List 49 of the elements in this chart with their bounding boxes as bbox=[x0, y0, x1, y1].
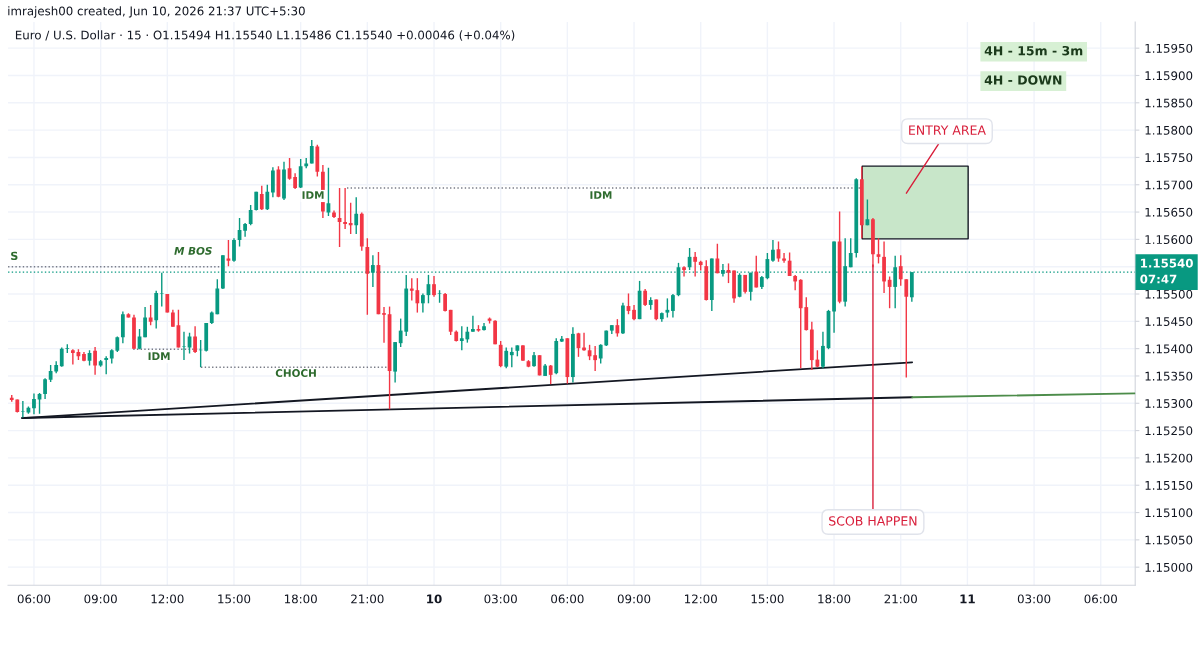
x-tick-label: 06:00 bbox=[17, 594, 51, 604]
y-tick-label: 1.15850 bbox=[1145, 98, 1193, 108]
y-tick-label: 1.15300 bbox=[1145, 399, 1193, 408]
x-tick-label: 03:00 bbox=[484, 594, 517, 604]
y-tick-label: 1.15650 bbox=[1145, 207, 1193, 217]
y-tick-label: 1.15100 bbox=[1145, 508, 1193, 518]
y-tick-label: 1.15250 bbox=[1145, 426, 1193, 436]
x-tick-label: 11 bbox=[960, 594, 975, 604]
y-tick-label: 1.15500 bbox=[1145, 289, 1193, 299]
x-tick-label: 06:00 bbox=[1084, 594, 1117, 604]
y-tick-label: 1.15400 bbox=[1145, 344, 1193, 354]
y-tick-label: 1.15600 bbox=[1145, 235, 1193, 245]
y-tick-label: 1.15450 bbox=[1145, 317, 1193, 326]
annotation: 4H - 15m - 3m bbox=[984, 45, 1083, 56]
annotation: CHOCH bbox=[275, 369, 316, 377]
x-tick-label: 09:00 bbox=[84, 594, 117, 604]
annotation: ENTRY AREA bbox=[909, 125, 986, 135]
chart-subtitle: imrajesh00 created, Jun 10, 2026 21:37 UTC+5:30 bbox=[8, 6, 305, 18]
annotation: SCOB HAPPEN bbox=[829, 516, 917, 526]
x-tick-label: 21:00 bbox=[351, 594, 384, 604]
x-tick-label: 09:00 bbox=[617, 594, 651, 604]
x-tick-label: 06:00 bbox=[551, 594, 584, 604]
y-tick-label: 1.15150 bbox=[1145, 480, 1193, 490]
x-tick-label: 15:00 bbox=[218, 594, 251, 604]
x-tick-label: 03:00 bbox=[1017, 594, 1051, 604]
x-tick-label: 18:00 bbox=[818, 594, 851, 604]
annotation: IDM bbox=[148, 352, 170, 360]
x-tick-label: 12:00 bbox=[151, 594, 184, 604]
y-tick-label: 1.15000 bbox=[1145, 562, 1193, 572]
x-tick-label: 10 bbox=[427, 594, 442, 604]
x-tick-label: 15:00 bbox=[751, 594, 784, 604]
ref-line-label: 1.15540 07:47 bbox=[1140, 258, 1193, 284]
annotation: IDM bbox=[590, 191, 612, 199]
y-tick-label: 1.15800 bbox=[1145, 125, 1193, 135]
annotation: IDM bbox=[302, 191, 324, 199]
text: Euro / U.S. Dollar · 15 · O1.15494 H1.15540 L1.15486 C1.15540 +0.00046 (+0.04%) bbox=[15, 30, 515, 41]
annotation: 4H - DOWN bbox=[984, 75, 1062, 85]
annotation: M BOS bbox=[174, 246, 212, 255]
y-tick-label: 1.15050 bbox=[1145, 535, 1193, 545]
x-tick-label: 21:00 bbox=[884, 594, 917, 604]
x-tick-label: 18:00 bbox=[284, 594, 317, 604]
y-tick-label: 1.15750 bbox=[1145, 153, 1193, 163]
y-tick-label: 1.15900 bbox=[1145, 71, 1193, 81]
x-tick-label: 12:00 bbox=[684, 594, 717, 604]
y-tick-label: 1.15950 bbox=[1145, 43, 1193, 53]
y-tick-label: 1.15350 bbox=[1145, 371, 1193, 381]
y-tick-label: 1.15700 bbox=[1145, 180, 1193, 190]
annotation: S bbox=[11, 251, 18, 261]
y-tick-label: 1.15200 bbox=[1145, 453, 1193, 463]
